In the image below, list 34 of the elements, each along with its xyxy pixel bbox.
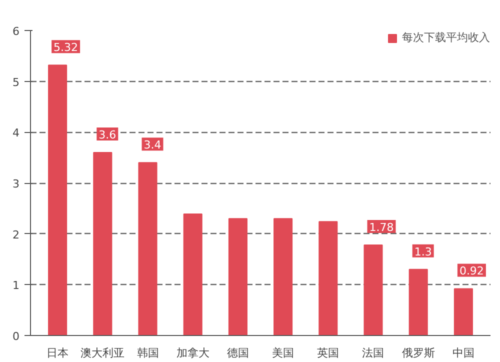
y-tick-label: 1 [12, 279, 20, 292]
bar [274, 218, 293, 336]
y-tick-label: 5 [12, 76, 20, 89]
y-tick-label: 4 [12, 126, 20, 140]
data-label: 3.4 [144, 138, 162, 152]
data-label: 0.92 [459, 264, 484, 278]
x-tick-label: 韩国 [136, 346, 159, 360]
x-tick-label: 澳大利亚 [80, 346, 125, 360]
y-tick-label: 0 [12, 330, 20, 343]
x-tick-label: 加拿大 [176, 346, 210, 360]
bar [228, 218, 248, 336]
bar [454, 288, 473, 336]
legend-label: 每次下载平均收入 [402, 30, 490, 45]
x-tick-label: 俄罗斯 [402, 346, 435, 360]
bar [318, 221, 338, 336]
data-label: 1.3 [414, 245, 432, 258]
bar [138, 162, 158, 336]
y-tick-label: 3 [12, 178, 20, 190]
x-tick-label: 美国 [272, 346, 294, 360]
x-tick-label: 英国 [317, 346, 340, 360]
data-label: 5.32 [54, 41, 78, 54]
y-tick-label: 2 [12, 228, 20, 242]
x-tick-label: 德国 [226, 346, 249, 360]
bar [183, 214, 202, 336]
bar [408, 268, 428, 336]
x-tick-label: 法国 [362, 346, 384, 360]
x-tick-label: 中国 [452, 346, 474, 360]
bar [93, 152, 112, 336]
x-tick-label: 日本 [46, 346, 69, 360]
data-label: 3.6 [98, 128, 116, 142]
data-label: 1.78 [369, 221, 394, 234]
bar [364, 244, 383, 336]
bar [48, 64, 68, 336]
y-tick-label: 6 [12, 25, 20, 38]
